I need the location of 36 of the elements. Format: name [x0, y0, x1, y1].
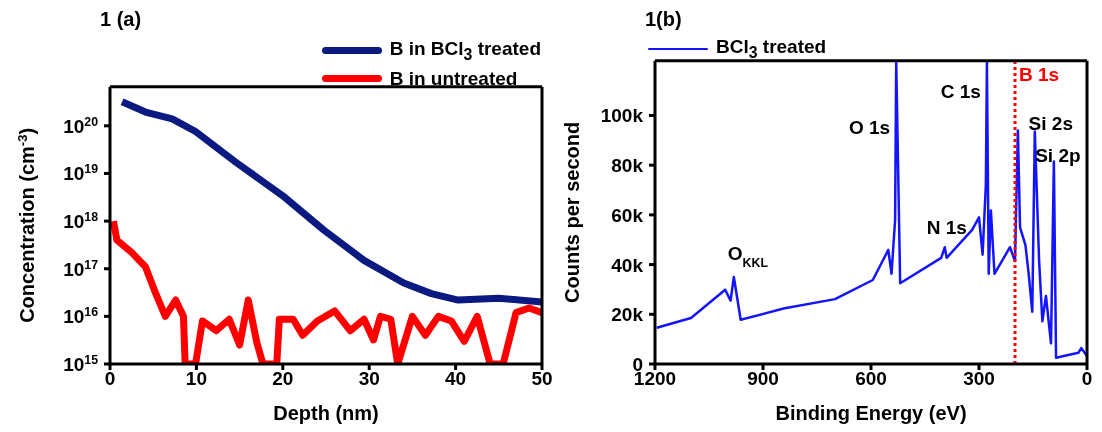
x-tick-label: 40 [445, 368, 467, 390]
y-tick-label: 10$^{17}$ [63, 257, 99, 280]
y-tick-label: 80k [611, 155, 644, 177]
y-tick-label: 10$^{18}$ [63, 210, 99, 233]
x-tick-label: 0 [104, 368, 116, 390]
x-tick-label: 50 [531, 368, 553, 390]
x-tick-label: 900 [747, 368, 779, 390]
annotation: C 1s [940, 80, 981, 102]
y-tick-label: 20k [611, 304, 644, 326]
x-tick-label: 30 [358, 368, 380, 390]
x-tick-label: 600 [855, 368, 887, 390]
x-tick-label: 20 [272, 368, 294, 390]
annotation: O 1s [849, 116, 891, 138]
y-tick-label: 100k [600, 105, 644, 127]
annotation: Si 2s [1028, 113, 1073, 135]
legend-label: B in BCl$_{3}$ treated [389, 38, 541, 64]
y-tick-label: 10$^{15}$ [63, 353, 99, 375]
chart-title: 1 (a) [100, 8, 142, 31]
x-tick-label: 300 [963, 368, 995, 390]
x-axis-title: Binding Energy (eV) [775, 402, 967, 424]
y-tick-label: 10$^{20}$ [63, 114, 99, 137]
ref-line-label: B 1s [1019, 63, 1060, 85]
annotation: N 1s [926, 217, 967, 239]
y-tick-label: 10$^{19}$ [63, 162, 99, 185]
annotation: O$_{KKL}$ [727, 243, 769, 271]
line-series [655, 60, 1087, 360]
legend-label: BCl$_{3}$ treated [716, 36, 827, 62]
legend-label: B in untreated [389, 67, 518, 90]
y-tick-label: 60k [611, 204, 644, 226]
y-tick-label: 10$^{16}$ [63, 305, 99, 328]
y-axis-title: Counts per second [561, 121, 583, 303]
y-tick-label: 40k [611, 254, 644, 276]
chart-title: 1(b) [645, 8, 682, 31]
x-tick-label: 10 [185, 368, 207, 390]
x-tick-label: 0 [1081, 368, 1093, 390]
x-axis-title: Depth (nm) [273, 402, 379, 424]
